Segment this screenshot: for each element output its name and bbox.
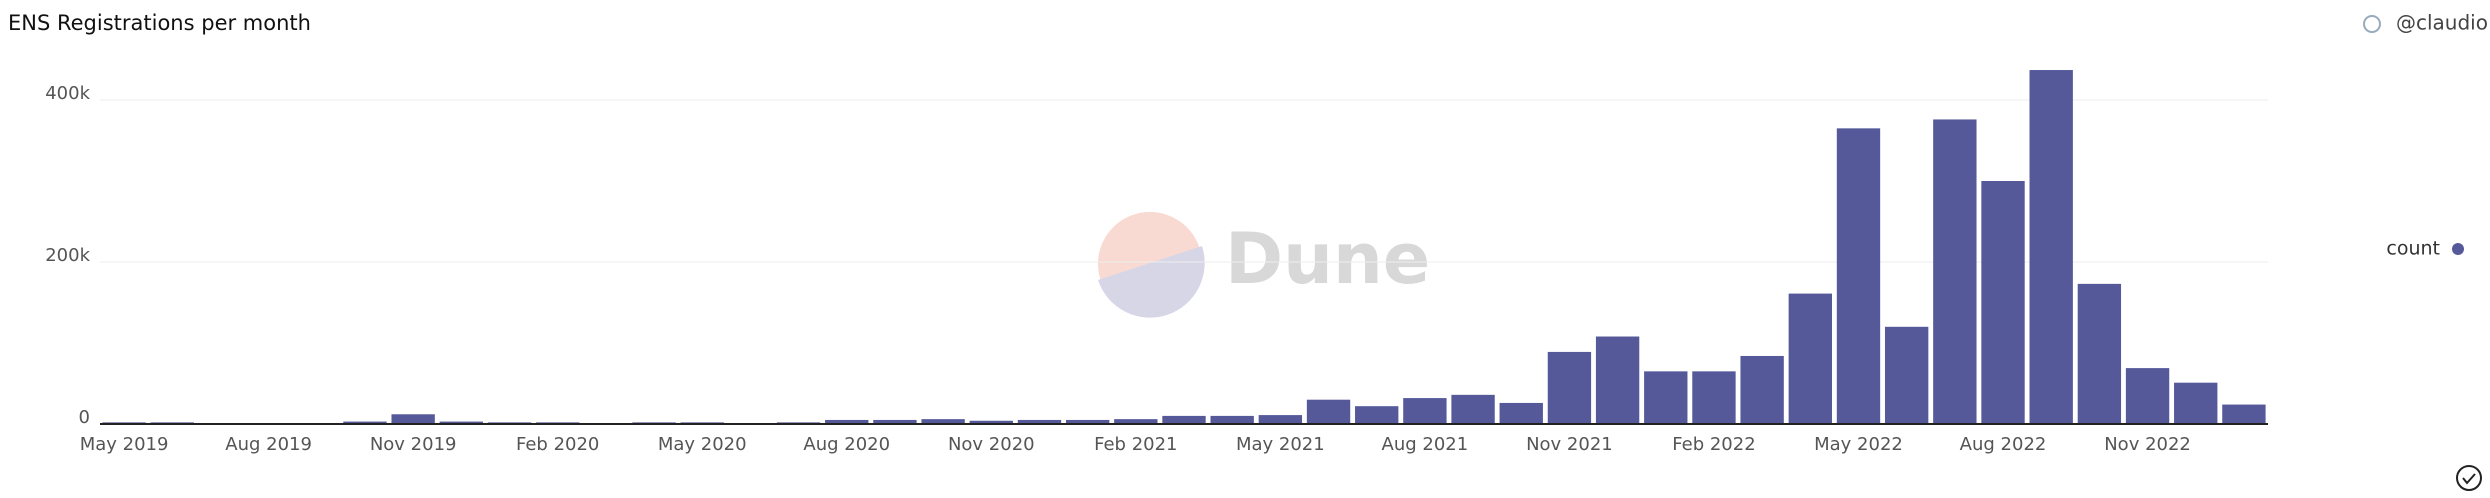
legend-label: count (2386, 238, 2440, 260)
watermark: Dune (1225, 218, 1430, 300)
x-tick-label: Feb 2020 (516, 434, 599, 455)
bar (825, 419, 869, 424)
x-tick-label: Nov 2021 (1526, 434, 1613, 455)
y-tick-label: 400k (45, 83, 90, 104)
bar (1114, 419, 1158, 424)
x-tick-label: Feb 2021 (1094, 434, 1177, 455)
x-tick-label: Nov 2020 (948, 434, 1035, 455)
bar (1162, 415, 1206, 424)
status-icon (2456, 465, 2482, 491)
bar (1740, 355, 1784, 424)
bar (1884, 326, 1929, 424)
bar (1836, 128, 1881, 424)
bar (439, 421, 484, 424)
bar (1306, 399, 1351, 424)
x-tick-label: Nov 2019 (370, 434, 457, 455)
bar (2222, 404, 2266, 424)
bar (1547, 351, 1592, 424)
bar (1933, 119, 1977, 424)
bar (1981, 181, 2025, 424)
x-tick-label: Aug 2022 (1960, 434, 2047, 455)
bar (1788, 293, 1832, 424)
x-tick-label: May 2021 (1236, 434, 1325, 455)
bar (2125, 368, 2170, 424)
x-tick-label: Nov 2022 (2104, 434, 2191, 455)
bar (1644, 371, 1688, 424)
y-tick-label: 0 (79, 407, 90, 428)
y-tick-label: 200k (45, 245, 90, 266)
chart-title: ENS Registrations per month (8, 11, 311, 35)
x-tick-label: Aug 2019 (225, 434, 312, 455)
bar (2077, 283, 2122, 424)
bar (2029, 70, 2073, 424)
bar (1595, 336, 1640, 424)
x-tick-label: May 2019 (80, 434, 169, 455)
bar (1451, 394, 1495, 424)
author-icon (2363, 15, 2381, 33)
bar (873, 419, 917, 424)
watermark-logo (1098, 212, 1205, 318)
x-tick-label: Feb 2022 (1672, 434, 1755, 455)
bar (1692, 371, 1736, 424)
bar (921, 419, 965, 424)
author: @claudio (2396, 11, 2488, 35)
bar (391, 414, 435, 424)
bar (1017, 419, 1062, 424)
bar (1258, 415, 1303, 424)
bar (1403, 398, 1447, 424)
x-tick-label: May 2022 (1814, 434, 1903, 455)
bar (1499, 402, 1543, 424)
bar (343, 421, 387, 424)
legend-swatch (2452, 243, 2464, 255)
bar (969, 420, 1013, 424)
bar (1355, 406, 1399, 424)
x-tick-label: Aug 2021 (1382, 434, 1469, 455)
bar (2174, 382, 2218, 424)
bar (1210, 415, 1254, 424)
bar (1065, 419, 1110, 424)
x-tick-label: May 2020 (658, 434, 747, 455)
x-tick-label: Aug 2020 (803, 434, 890, 455)
